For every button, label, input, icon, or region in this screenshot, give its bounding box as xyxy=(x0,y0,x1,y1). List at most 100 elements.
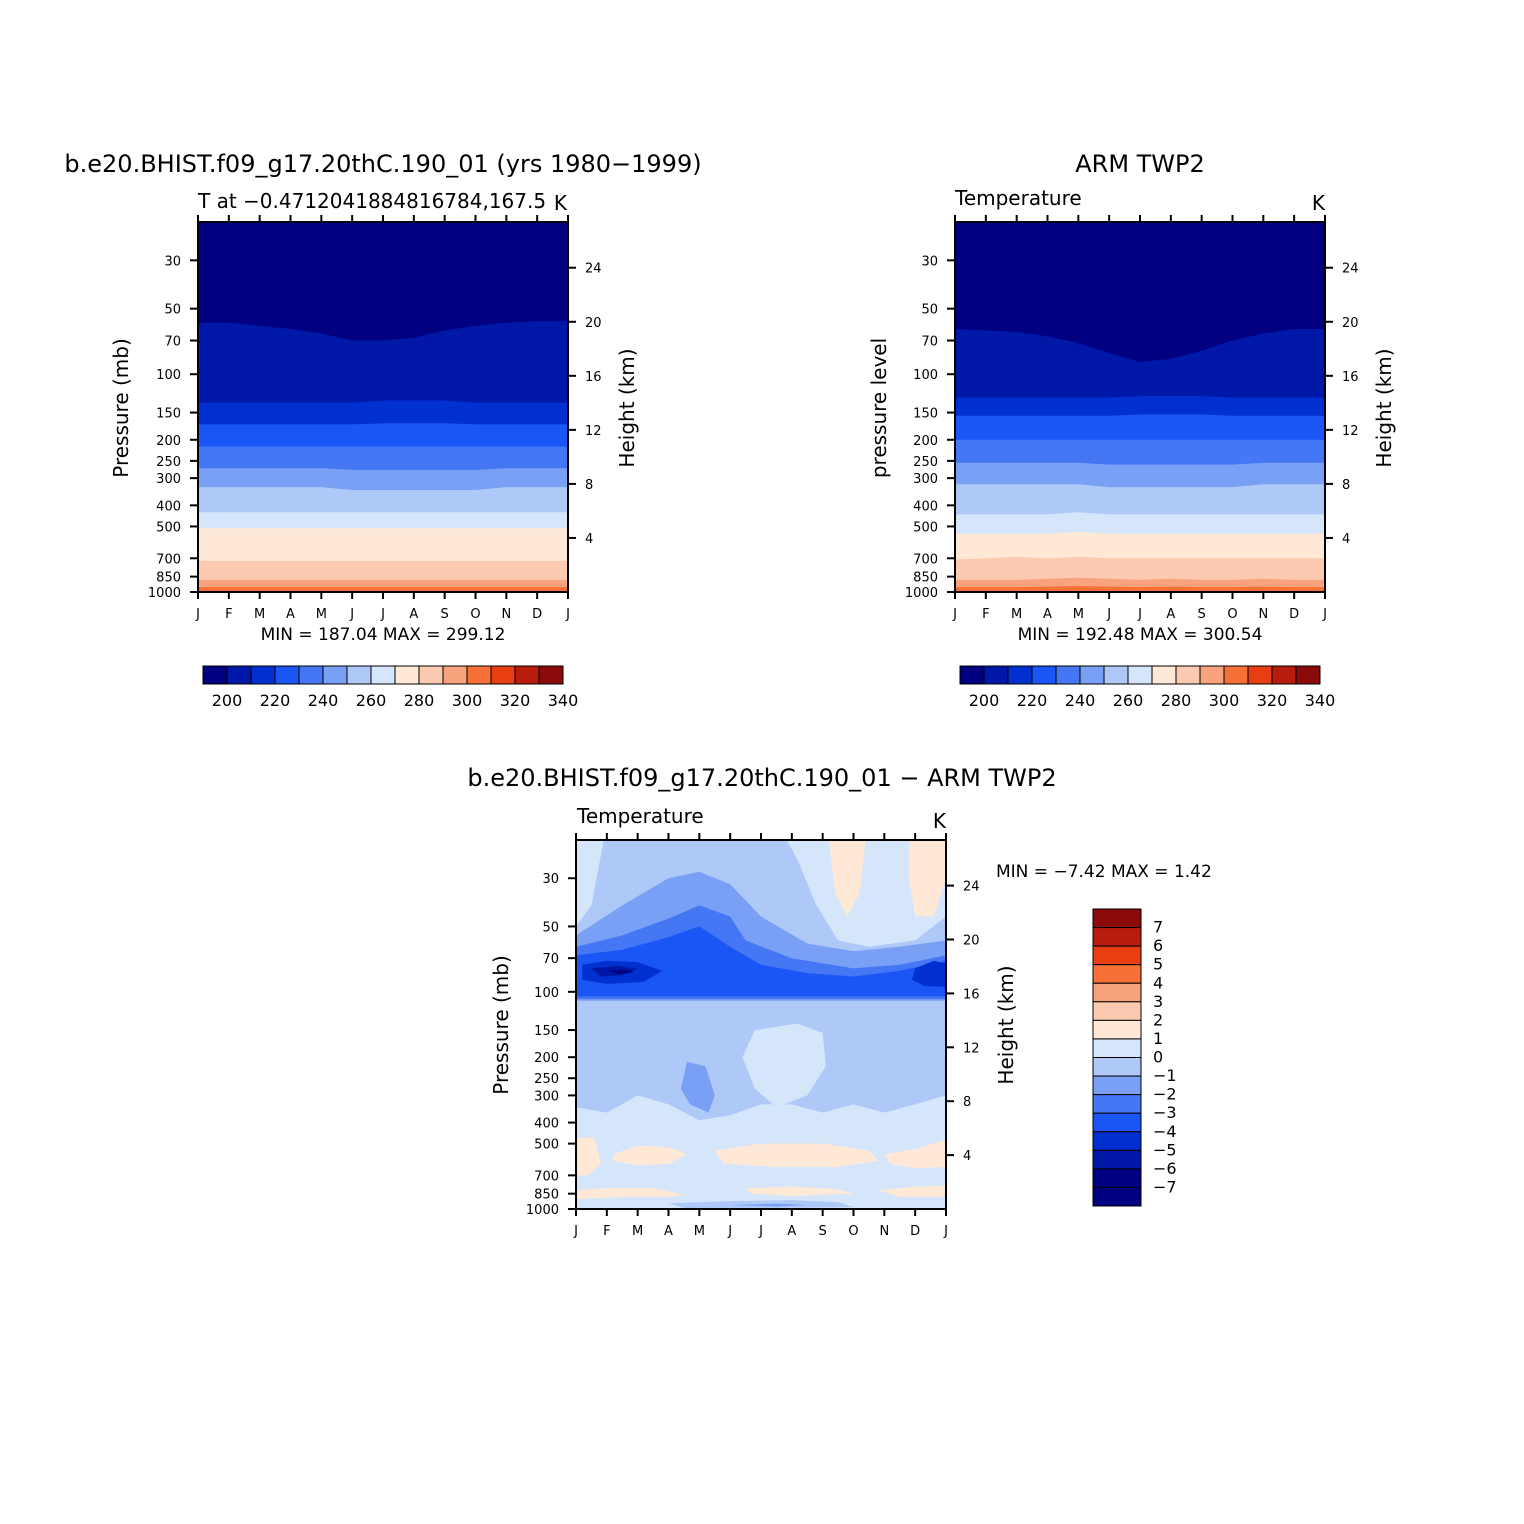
colorbar-swatch xyxy=(1092,945,1142,966)
y-tick-label: 50 xyxy=(921,303,938,318)
panel-obs-minmax: MIN = 192.48 MAX = 300.54 xyxy=(1018,625,1263,645)
panel-obs-plot: J F M A M J J A S O N D J 30 50 70 100 150 200 250 300 400 500… xyxy=(905,215,1359,622)
y-tick-label: 70 xyxy=(921,334,938,349)
y-tick-label: 30 xyxy=(542,872,559,887)
contour-region xyxy=(714,1143,879,1167)
contour-region xyxy=(613,1145,687,1166)
y-tick-label: 150 xyxy=(913,407,938,422)
colorbar-label: −1 xyxy=(1153,1066,1177,1085)
colorbar-label: −5 xyxy=(1153,1140,1177,1159)
x-tick-label: F xyxy=(225,607,232,622)
contour-region xyxy=(576,1137,601,1176)
panel-diff: b.e20.BHIST.f09_g17.20thC.190_01 − ARM T… xyxy=(467,764,1211,1239)
panel-model-colorbar: 200 220 240 260 280 300 320 340 xyxy=(202,665,578,710)
colorbar-swatch xyxy=(1199,665,1225,685)
colorbar-swatch xyxy=(983,665,1009,685)
colorbar-swatch xyxy=(1092,1149,1142,1170)
colorbar-swatch xyxy=(274,665,300,685)
x-tick-label: J xyxy=(727,1224,732,1239)
colorbar-label: 260 xyxy=(1113,691,1144,710)
y-tick-label: 400 xyxy=(534,1117,559,1132)
x-tick-label: N xyxy=(879,1224,889,1239)
colorbar-label: 340 xyxy=(1305,691,1336,710)
y-tick-label: 700 xyxy=(913,552,938,567)
y-tick-label: 200 xyxy=(913,434,938,449)
x-tick-label: S xyxy=(1198,607,1206,622)
colorbar-label: 200 xyxy=(969,691,1000,710)
x-tick-label: J xyxy=(1137,607,1142,622)
panel-diff-title: b.e20.BHIST.f09_g17.20thC.190_01 − ARM T… xyxy=(467,764,1056,792)
y-tick-label: 150 xyxy=(534,1024,559,1039)
x-tick-label: M xyxy=(632,1224,643,1239)
colorbar-swatch xyxy=(442,665,468,685)
y-tick-label: 100 xyxy=(534,986,559,1001)
colorbar-label: 320 xyxy=(1257,691,1288,710)
colorbar-label: 240 xyxy=(308,691,339,710)
y-right-tick-label: 16 xyxy=(963,987,980,1002)
y-tick-label: 250 xyxy=(913,455,938,470)
colorbar-label: 0 xyxy=(1153,1048,1163,1067)
y-right-tick-label: 4 xyxy=(963,1149,971,1164)
colorbar-swatch xyxy=(1092,1168,1142,1188)
colorbar-swatch xyxy=(1007,665,1033,685)
contour-region xyxy=(668,1200,854,1209)
y-tick-label: 300 xyxy=(534,1089,559,1104)
colorbar-swatch xyxy=(514,665,540,685)
contour-region xyxy=(576,1188,684,1200)
colorbar-swatch xyxy=(1092,908,1142,929)
colorbar-swatch xyxy=(538,665,564,685)
y-tick-label: 700 xyxy=(156,552,181,567)
contour-fill xyxy=(198,222,568,592)
colorbar-label: 3 xyxy=(1153,992,1163,1011)
panel-obs-units: K xyxy=(1312,191,1326,215)
x-tick-label: M xyxy=(316,607,327,622)
contour-region xyxy=(878,1185,946,1197)
y-tick-label: 200 xyxy=(156,434,181,449)
x-tick-label: F xyxy=(603,1224,610,1239)
contour-region xyxy=(786,840,946,947)
colorbar-label: 7 xyxy=(1153,918,1163,937)
y-tick-label: 70 xyxy=(542,952,559,967)
colorbar-label: 260 xyxy=(356,691,387,710)
x-tick-label: J xyxy=(573,1224,578,1239)
contour-region xyxy=(742,1023,826,1108)
y-right-tick-label: 24 xyxy=(1342,262,1359,277)
y-tick-label: 400 xyxy=(156,499,181,514)
x-tick-label: D xyxy=(532,607,542,622)
x-tick-label: N xyxy=(501,607,511,622)
y-tick-label: 500 xyxy=(156,520,181,535)
x-tick-label: S xyxy=(819,1224,827,1239)
x-tick-label: A xyxy=(664,1224,673,1239)
colorbar-swatch xyxy=(1092,1001,1142,1021)
panel-obs-colorbar: 200 220 240 260 280 300 320 340 xyxy=(959,665,1336,710)
y-right-tick-label: 20 xyxy=(963,934,980,949)
colorbar-swatch xyxy=(1092,1186,1142,1207)
colorbar-swatch xyxy=(959,665,985,685)
colorbar-swatch xyxy=(1092,927,1142,947)
y-tick-label: 250 xyxy=(534,1072,559,1087)
colorbar-swatch xyxy=(490,665,516,685)
panel-obs-left-string: Temperature xyxy=(954,186,1082,210)
y-tick-label: 850 xyxy=(913,571,938,586)
x-tick-label: A xyxy=(787,1224,796,1239)
y-tick-label: 1000 xyxy=(526,1203,559,1218)
y-tick-label: 30 xyxy=(921,254,938,269)
contour-region xyxy=(909,840,946,917)
colorbar-swatch xyxy=(1103,665,1129,685)
y-tick-label: 250 xyxy=(156,455,181,470)
x-tick-label: J xyxy=(1322,607,1327,622)
colorbar-swatch xyxy=(202,665,228,685)
y-tick-label: 70 xyxy=(164,334,181,349)
x-tick-label: D xyxy=(910,1224,920,1239)
y-tick-label: 200 xyxy=(534,1051,559,1066)
colorbar-swatch xyxy=(1295,665,1321,685)
panel-model-units: K xyxy=(554,191,568,215)
colorbar-label: 1 xyxy=(1153,1029,1163,1048)
contour-region xyxy=(576,840,604,927)
y-tick-label: 850 xyxy=(534,1188,559,1203)
y-right-tick-label: 16 xyxy=(1342,370,1359,385)
y-tick-label: 100 xyxy=(156,368,181,383)
y-tick-label: 30 xyxy=(164,254,181,269)
colorbar-swatch xyxy=(346,665,372,685)
